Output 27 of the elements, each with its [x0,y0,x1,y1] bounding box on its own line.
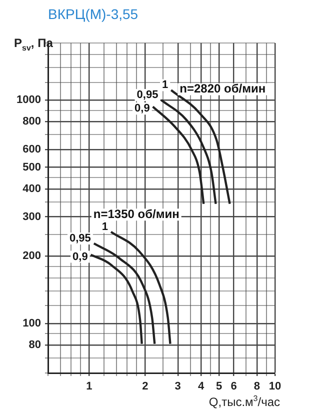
x-tick-label: 5 [216,380,222,393]
series-label: 0,95 [70,232,91,245]
x-tick-label: 2 [142,380,148,393]
series-label: 0,95 [136,89,158,102]
y-tick-label: 200 [22,250,41,262]
series-label: 1 [102,220,108,233]
series-label: 1 [162,79,168,92]
y-tick-label: 100 [22,317,41,330]
x-tick-label: 3 [174,380,181,393]
annotation: n=1350 об/мин [93,206,180,221]
y-tick-label: 600 [22,144,41,156]
x-tick-label: 1 [86,380,92,393]
chart-title: ВКРЦ(М)-3,55 [48,6,138,22]
y-tick-label: 400 [22,182,41,195]
x-tick-label: 4 [198,380,206,393]
x-axis-title: Q,тыс.м$^{3}$/час [208,394,280,409]
series-label: 0,9 [72,250,88,263]
y-tick-label: 1000 [16,94,41,106]
x-tick-label: 6 [230,380,237,393]
y-tick-label: 500 [22,161,41,174]
y-tick-label: 800 [22,116,41,128]
annotation: n=2820 об/мин [180,82,266,96]
y-tick-label: 300 [22,210,41,223]
x-tick-label: 10 [268,380,282,393]
x-tick-label: 8 [254,380,260,393]
y-tick-label: 80 [28,339,41,352]
series-label: 0,9 [134,102,150,115]
